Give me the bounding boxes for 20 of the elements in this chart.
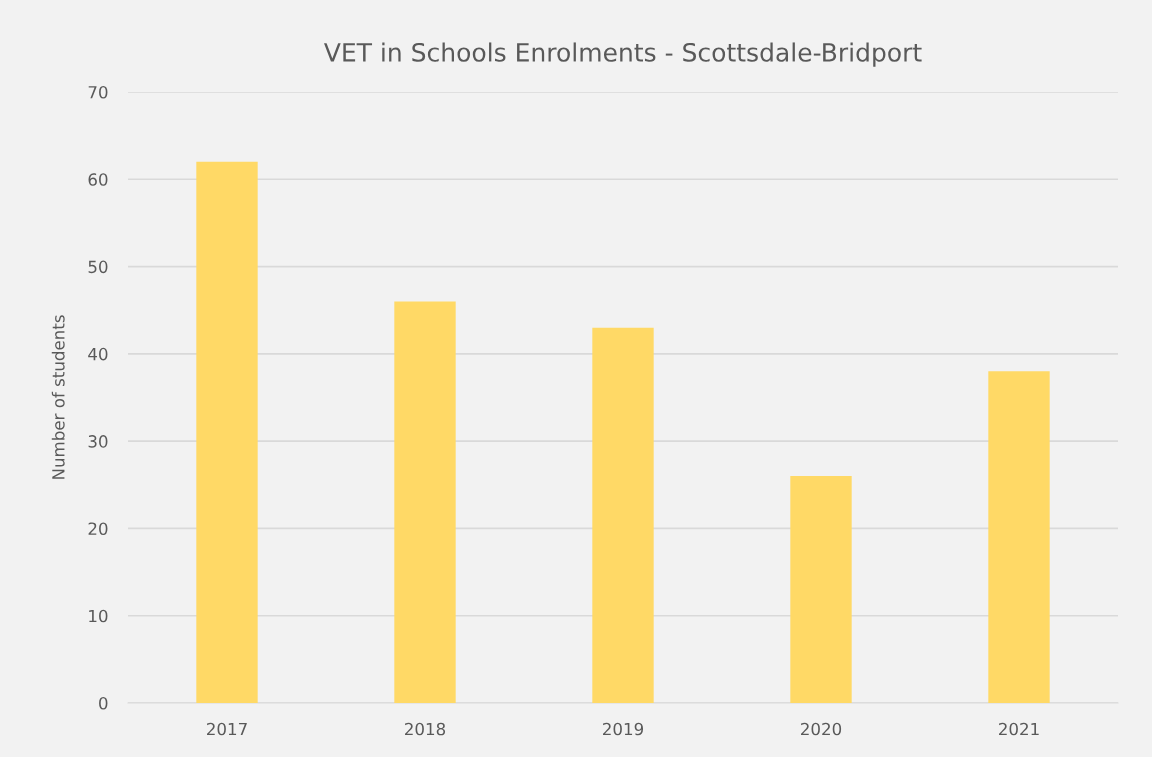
x-tick-label: 2018 <box>405 722 446 736</box>
y-axis-title: Number of students <box>51 315 65 479</box>
x-tick-label: 2020 <box>801 722 842 736</box>
y-tick-label: 20 <box>88 522 108 535</box>
bar <box>592 327 654 703</box>
y-tick-label: 70 <box>88 85 108 99</box>
chart-title: VET in Schools Enrolments - Scottsdale-Bridport <box>324 42 922 67</box>
x-tick-label: 2017 <box>207 722 247 736</box>
bar <box>394 301 456 703</box>
x-tick-label: 2021 <box>999 722 1039 736</box>
y-tick-label: 10 <box>89 609 108 623</box>
bar <box>988 371 1050 703</box>
bar <box>790 476 852 703</box>
y-tick-label: 60 <box>88 173 108 186</box>
x-tick-label: 2019 <box>603 722 644 736</box>
bar <box>196 161 258 703</box>
y-tick-label: 50 <box>88 260 108 274</box>
y-tick-label: 0 <box>99 696 108 710</box>
y-tick-label: 30 <box>88 435 108 448</box>
y-tick-label: 40 <box>88 347 108 361</box>
